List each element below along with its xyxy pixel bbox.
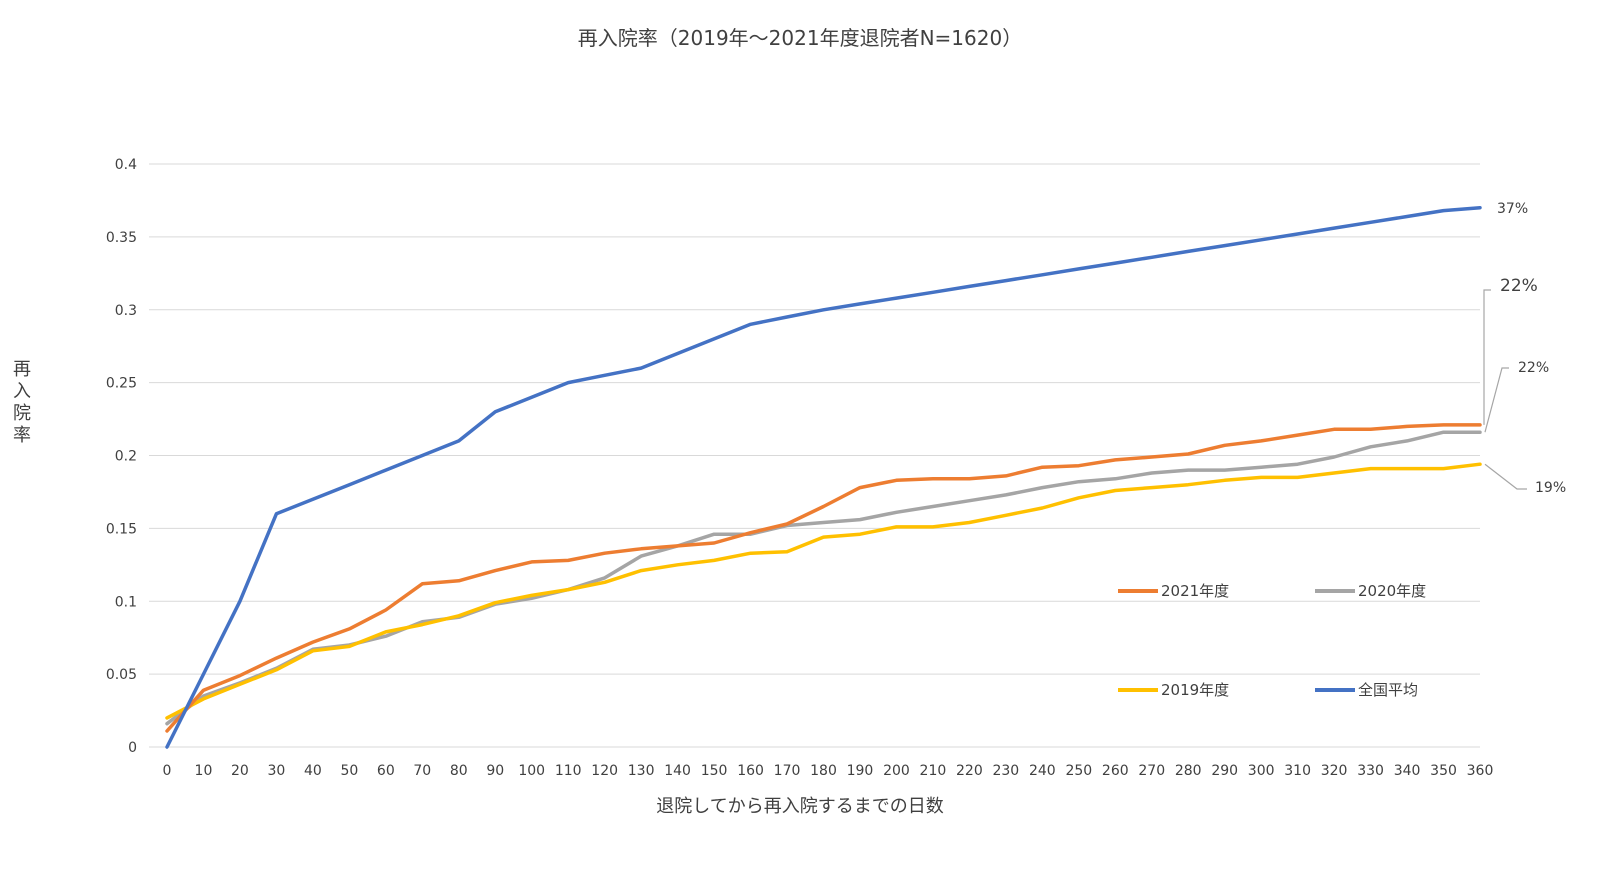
x-tick-label: 10 xyxy=(195,763,213,779)
legend-label: 全国平均 xyxy=(1358,681,1418,699)
x-tick-label: 360 xyxy=(1467,763,1494,779)
x-tick-label: 330 xyxy=(1357,763,1384,779)
end-label-0: 22% xyxy=(1500,276,1538,296)
x-tick-label: 270 xyxy=(1138,763,1165,779)
x-tick-label: 130 xyxy=(628,763,655,779)
series-line-2 xyxy=(165,462,1482,720)
series-line-0 xyxy=(165,423,1482,733)
x-tick-label: 170 xyxy=(774,763,801,779)
x-tick-label: 150 xyxy=(701,763,728,779)
y-tick-label: 0.1 xyxy=(115,594,137,610)
y-axis-label: 再入院率 xyxy=(13,359,31,446)
series-line-3 xyxy=(165,205,1482,749)
y-tick-label: 0.3 xyxy=(115,303,137,319)
leader-line xyxy=(1483,289,1491,425)
x-tick-label: 220 xyxy=(956,763,983,779)
end-labels: 22% 22% 19% 37% xyxy=(1497,201,1566,496)
x-tick-label: 240 xyxy=(1029,763,1056,779)
x-tick-label: 350 xyxy=(1430,763,1457,779)
x-tick-label: 160 xyxy=(737,763,764,779)
y-tick-label: 0.4 xyxy=(115,157,137,173)
x-tick-label: 60 xyxy=(377,763,395,779)
grid-lines xyxy=(149,163,1480,748)
y-tick-label: 0.35 xyxy=(106,230,137,246)
series-line-1 xyxy=(165,430,1482,726)
x-tick-label: 230 xyxy=(992,763,1019,779)
x-tick-label: 300 xyxy=(1248,763,1275,779)
legend-label: 2021年度 xyxy=(1161,582,1229,600)
x-tick-label: 260 xyxy=(1102,763,1129,779)
x-tick-label: 70 xyxy=(413,763,431,779)
y-tick-label: 0.05 xyxy=(106,667,137,683)
x-axis-label: 退院してから再入院するまでの日数 xyxy=(656,796,943,817)
x-tick-label: 100 xyxy=(518,763,545,779)
x-tick-label: 190 xyxy=(847,763,874,779)
y-axis-ticks: 0 0.05 0.1 0.15 0.2 0.25 0.3 0.35 0.4 xyxy=(106,157,137,756)
leader-line xyxy=(1484,463,1527,490)
x-tick-label: 30 xyxy=(268,763,286,779)
y-tick-label: 0.2 xyxy=(115,449,137,465)
x-tick-label: 140 xyxy=(664,763,691,779)
x-tick-label: 20 xyxy=(231,763,249,779)
x-axis-ticks: 0 10 20 30 40 50 60 70 80 90 100 110 120 130 140 150 160… xyxy=(163,763,1494,779)
end-label-3: 37% xyxy=(1497,201,1528,217)
leader-line xyxy=(1484,367,1509,433)
x-tick-label: 120 xyxy=(591,763,618,779)
x-tick-label: 310 xyxy=(1284,763,1311,779)
end-label-2: 19% xyxy=(1535,480,1566,496)
x-tick-label: 280 xyxy=(1175,763,1202,779)
legend: 2021年度 2020年度 2019年度 全国平均 xyxy=(1118,582,1426,699)
x-tick-label: 40 xyxy=(304,763,322,779)
series-lines xyxy=(165,205,1482,749)
y-tick-label: 0 xyxy=(128,740,137,756)
x-tick-label: 110 xyxy=(555,763,582,779)
x-tick-label: 90 xyxy=(486,763,504,779)
x-tick-label: 180 xyxy=(810,763,837,779)
legend-label: 2020年度 xyxy=(1358,582,1426,600)
y-tick-label: 0.15 xyxy=(106,521,137,537)
y-tick-label: 0.25 xyxy=(106,376,137,392)
x-tick-label: 210 xyxy=(920,763,947,779)
x-tick-label: 50 xyxy=(340,763,358,779)
x-tick-label: 200 xyxy=(883,763,910,779)
chart-title: 再入院率（2019年～2021年度退院者N=1620） xyxy=(578,26,1022,50)
end-label-1: 22% xyxy=(1518,360,1549,376)
end-label-leaders xyxy=(1483,289,1527,490)
legend-label: 2019年度 xyxy=(1161,681,1229,699)
x-tick-label: 320 xyxy=(1321,763,1348,779)
x-tick-label: 80 xyxy=(450,763,468,779)
x-tick-label: 250 xyxy=(1065,763,1092,779)
x-tick-label: 0 xyxy=(163,763,172,779)
x-tick-label: 290 xyxy=(1211,763,1238,779)
x-tick-label: 340 xyxy=(1394,763,1421,779)
